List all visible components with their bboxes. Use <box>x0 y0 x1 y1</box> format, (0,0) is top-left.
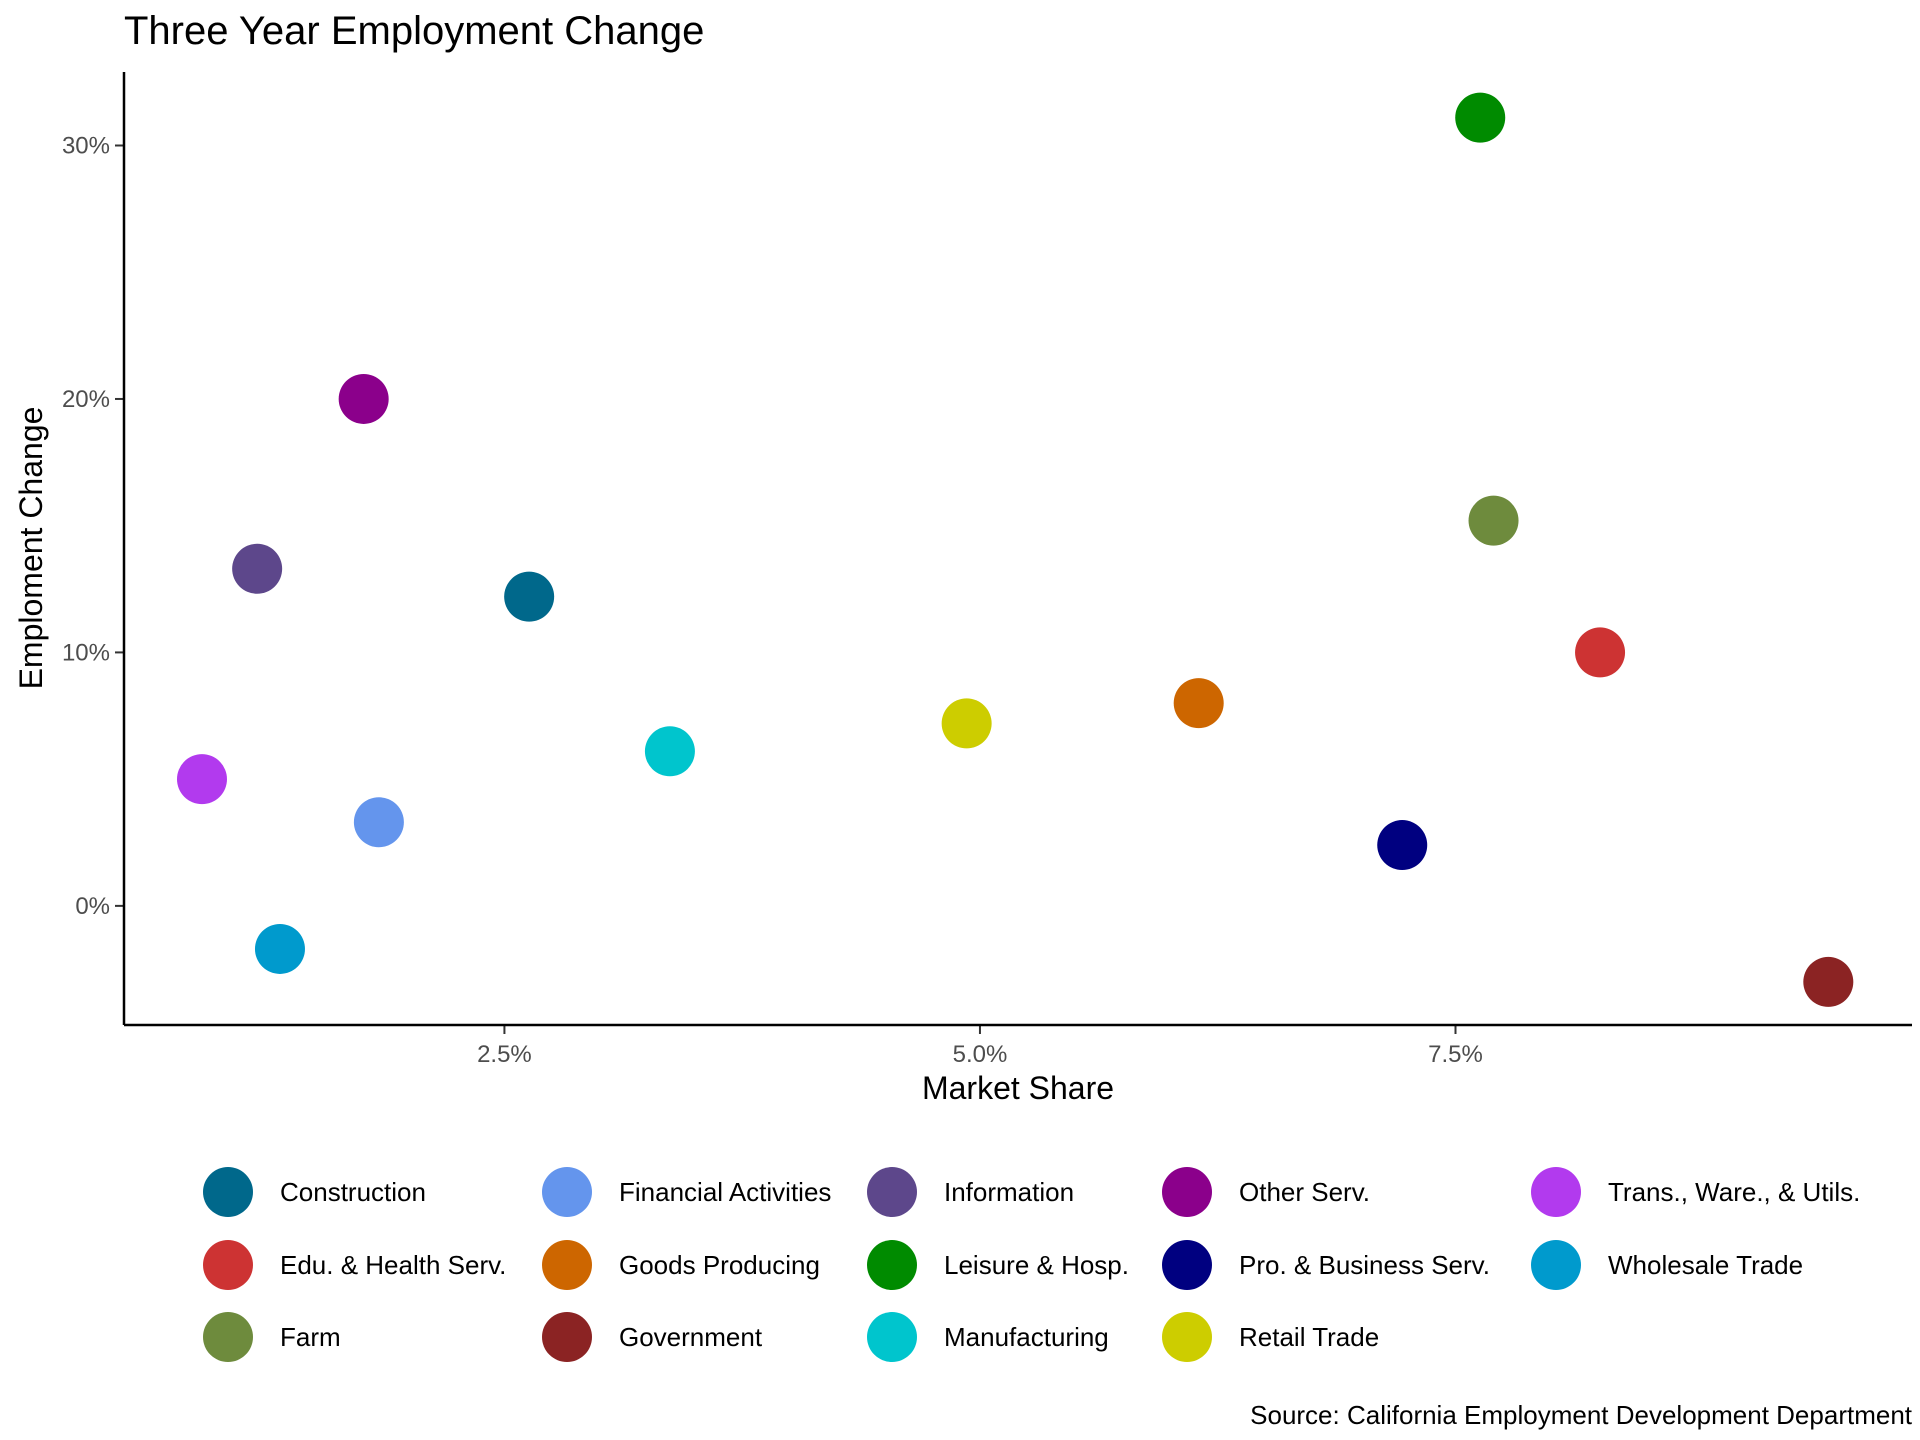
data-point <box>232 543 283 594</box>
data-point <box>504 571 555 622</box>
legend-key <box>867 1167 917 1217</box>
legend-key <box>1531 1167 1581 1217</box>
legend-key <box>1531 1240 1581 1290</box>
legend-key <box>542 1167 592 1217</box>
legend-key <box>867 1312 917 1362</box>
legend-item: Government <box>542 1312 763 1362</box>
x-tick-label: 7.5% <box>1428 1041 1483 1068</box>
legend-label: Pro. & Business Serv. <box>1239 1250 1490 1280</box>
legend-key <box>203 1312 253 1362</box>
x-tick-label: 2.5% <box>477 1041 532 1068</box>
legend-item: Other Serv. <box>1162 1167 1370 1217</box>
legend-key <box>867 1240 917 1290</box>
y-axis-ticks: 0% 10% 20% 30% <box>62 133 124 920</box>
legend-key <box>542 1312 592 1362</box>
legend-item: Manufacturing <box>867 1312 1109 1362</box>
legend-label: Construction <box>280 1177 426 1207</box>
legend-label: Retail Trade <box>1239 1322 1379 1352</box>
data-point <box>176 754 227 805</box>
legend-label: Information <box>944 1177 1074 1207</box>
data-point <box>254 923 305 974</box>
legend-item: Retail Trade <box>1162 1312 1379 1362</box>
chart-title: Three Year Employment Change <box>124 9 704 53</box>
legend-key <box>1162 1312 1212 1362</box>
legend-key <box>1162 1167 1212 1217</box>
legend-item: Pro. & Business Serv. <box>1162 1240 1490 1290</box>
data-point <box>1455 92 1506 143</box>
y-tick-label: 20% <box>62 386 110 413</box>
legend-label: Wholesale Trade <box>1608 1250 1803 1280</box>
legend-key <box>1162 1240 1212 1290</box>
legend-key <box>203 1167 253 1217</box>
legend-label: Goods Producing <box>619 1250 820 1280</box>
caption: Source: California Employment Developmen… <box>1250 1400 1913 1430</box>
legend-label: Government <box>619 1322 763 1352</box>
legend-label: Manufacturing <box>944 1322 1109 1352</box>
legend-item: Edu. & Health Serv. <box>203 1240 506 1290</box>
legend-label: Edu. & Health Serv. <box>280 1250 506 1280</box>
x-axis-ticks: 2.5% 5.0% 7.5% <box>477 1025 1483 1068</box>
data-point <box>338 373 389 424</box>
legend-label: Other Serv. <box>1239 1177 1370 1207</box>
y-tick-label: 10% <box>62 639 110 666</box>
data-point <box>1575 627 1626 678</box>
legend-item: Goods Producing <box>542 1240 820 1290</box>
legend-label: Farm <box>280 1322 341 1352</box>
data-point <box>1173 678 1224 729</box>
legend-item: Leisure & Hosp. <box>867 1240 1129 1290</box>
y-axis-title: Emploment Change <box>13 407 49 690</box>
legend: Construction Edu. & Health Serv. Farm Finan… <box>203 1167 1860 1362</box>
data-point <box>353 797 404 848</box>
x-axis-title: Market Share <box>922 1070 1114 1106</box>
legend-item: Construction <box>203 1167 426 1217</box>
legend-key <box>542 1240 592 1290</box>
legend-item: Information <box>867 1167 1074 1217</box>
legend-item: Trans., Ware., & Utils. <box>1531 1167 1860 1217</box>
y-tick-label: 30% <box>62 133 110 160</box>
legend-label: Financial Activities <box>619 1177 831 1207</box>
legend-label: Trans., Ware., & Utils. <box>1608 1177 1860 1207</box>
data-points <box>176 92 1854 1007</box>
legend-key <box>203 1240 253 1290</box>
y-tick-label: 0% <box>75 893 110 920</box>
legend-label: Leisure & Hosp. <box>944 1250 1129 1280</box>
legend-item: Farm <box>203 1312 341 1362</box>
data-point <box>1803 956 1854 1007</box>
data-point <box>1377 820 1428 871</box>
data-point <box>1468 495 1519 546</box>
data-point <box>941 698 992 749</box>
legend-item: Financial Activities <box>542 1167 831 1217</box>
legend-item: Wholesale Trade <box>1531 1240 1803 1290</box>
data-point <box>644 726 695 777</box>
x-tick-label: 5.0% <box>953 1041 1008 1068</box>
